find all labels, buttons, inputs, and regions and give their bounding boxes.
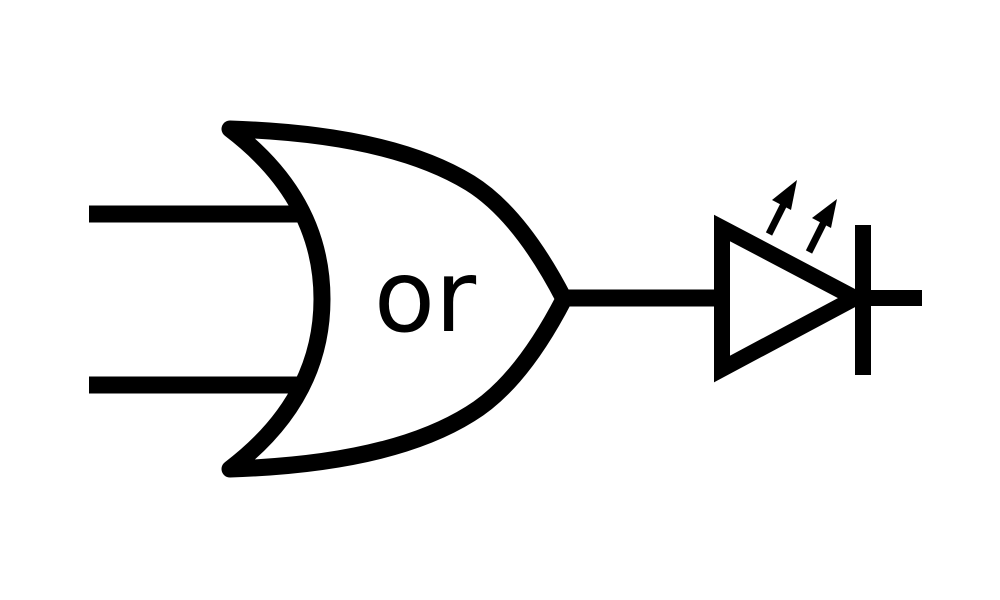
gate-label: or [374,238,477,355]
emission-arrow-icon [765,180,797,236]
led-symbol [714,180,922,383]
input-wires [89,205,302,394]
light-emission-arrows [765,180,837,254]
emission-arrow-icon [805,199,837,254]
led-triangle [714,214,873,383]
or-gate-body [221,120,573,478]
